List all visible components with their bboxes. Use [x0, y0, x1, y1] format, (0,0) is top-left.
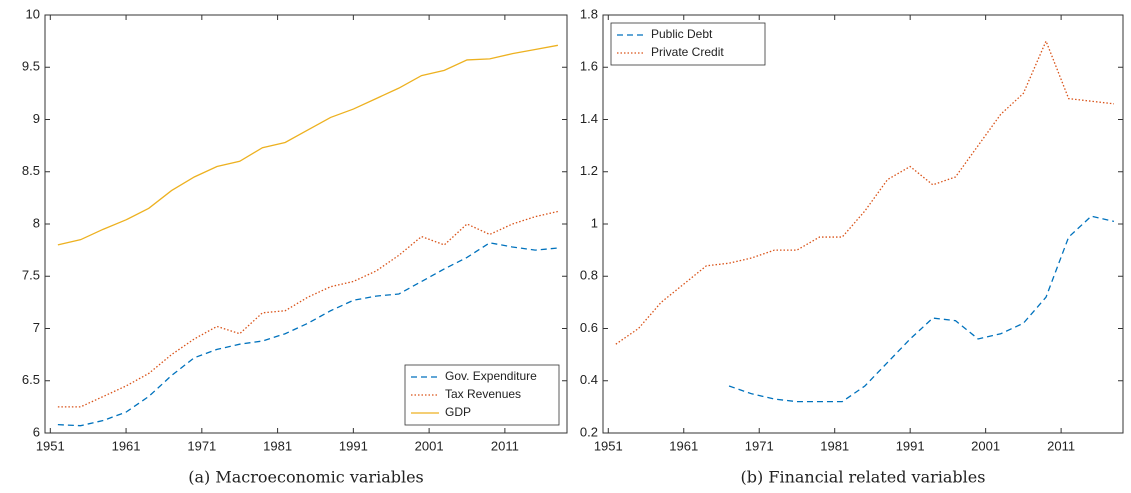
line-series — [728, 215, 1115, 403]
line-series — [615, 39, 1115, 345]
x-tick-label: 1951 — [36, 438, 65, 453]
y-tick-label: 7.5 — [22, 268, 40, 283]
x-tick-label: 1971 — [187, 438, 216, 453]
line-series — [57, 210, 559, 408]
x-tick-label: 1981 — [820, 438, 849, 453]
x-tick-label: 1981 — [263, 438, 292, 453]
x-tick-label: 2011 — [491, 438, 519, 453]
legend-box — [404, 364, 560, 426]
y-tick-label: 8 — [33, 215, 40, 230]
legend-label: Public Debt — [651, 27, 713, 41]
y-tick-label: 1.4 — [580, 111, 598, 126]
legend-label: Tax Revenues — [445, 387, 521, 401]
x-tick-label: 2001 — [971, 438, 1000, 453]
line-series — [57, 242, 558, 427]
plot-frame — [602, 14, 1124, 434]
legend: Public Debt Private Credit — [610, 22, 766, 66]
x-tick-label: 1951 — [594, 438, 623, 453]
line-series — [57, 44, 559, 246]
x-tick-label: 2001 — [415, 438, 444, 453]
legend-box — [610, 22, 766, 66]
panel: 6 6.5 7 7.5 8 8.5 9 9.5 10 1951 1961 1971 1981 1991 20… — [22, 6, 568, 487]
legend-label: Private Credit — [651, 45, 724, 59]
y-tick-label: 0.2 — [580, 424, 598, 439]
y-tick-label: 6 — [33, 424, 40, 439]
y-tick-label: 0.6 — [580, 320, 598, 335]
y-tick-label: 7 — [33, 320, 40, 335]
x-tick-label: 2011 — [1047, 438, 1075, 453]
x-tick-label: 1991 — [339, 438, 368, 453]
y-tick-label: 1 — [591, 215, 598, 230]
y-tick-label: 1.6 — [580, 59, 598, 74]
y-tick-label: 10 — [26, 6, 40, 21]
y-tick-label: 1.8 — [580, 6, 598, 21]
caption: (b) Financial related variables — [741, 468, 986, 487]
panel: 0.2 0.4 0.6 0.8 1 1.2 1.4 1.6 1.8 1951 1961 1971 198… — [580, 6, 1124, 487]
y-tick-label: 9.5 — [22, 59, 40, 74]
x-tick-label: 1991 — [896, 438, 925, 453]
y-tick-label: 1.2 — [580, 163, 598, 178]
plot-frame — [44, 14, 568, 434]
caption: (a) Macroeconomic variables — [188, 468, 424, 487]
legend-label: GDP — [445, 405, 471, 419]
y-tick-label: 0.4 — [580, 372, 598, 387]
legend: Gov. Expenditure Tax Revenues GDP — [404, 364, 560, 426]
y-tick-label: 0.8 — [580, 268, 598, 283]
x-tick-label: 1961 — [112, 438, 141, 453]
legend-label: Gov. Expenditure — [445, 369, 537, 383]
y-tick-label: 8.5 — [22, 163, 40, 178]
x-tick-label: 1971 — [745, 438, 774, 453]
x-tick-label: 1961 — [669, 438, 698, 453]
y-tick-label: 6.5 — [22, 372, 40, 387]
y-tick-label: 9 — [33, 111, 40, 126]
